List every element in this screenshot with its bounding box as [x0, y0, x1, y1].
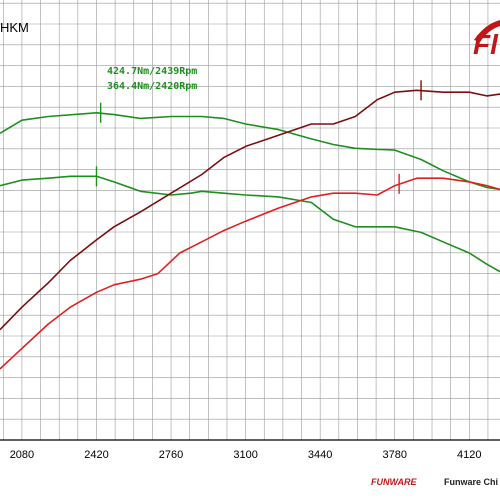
x-tick-labels: 2080 2420 2760 3100 3440 3780 4120: [10, 449, 482, 461]
series-line-1: [0, 175, 500, 273]
series-line-2: [0, 89, 500, 331]
x-tick-label-2: 2760: [159, 449, 183, 461]
peak-markers: [95, 80, 422, 194]
x-tick-label-3: 3100: [233, 449, 257, 461]
corner-title: HKM: [0, 20, 29, 35]
brand-swoosh-icon: [474, 20, 500, 42]
x-tick-label-4: 3440: [308, 449, 332, 461]
peak-annotation-1: 364.4Nm/2420Rpm: [107, 81, 197, 92]
x-tick-label-6: 4120: [457, 449, 481, 461]
footer: FUNWARE Funware Chi: [371, 477, 498, 487]
footer-company-text: Funware Chi: [444, 477, 498, 487]
x-tick-label-0: 2080: [10, 449, 34, 461]
peak-annotations: 424.7Nm/2439Rpm 364.4Nm/2420Rpm: [107, 66, 197, 92]
footer-brand-small: FUNWARE: [371, 477, 417, 487]
x-tick-label-5: 3780: [382, 449, 406, 461]
x-tick-label-1: 2420: [84, 449, 108, 461]
series-line-3: [0, 177, 500, 370]
brand-text: Fl: [473, 29, 499, 60]
series-layer: [0, 89, 500, 370]
brand-logo: Fl: [473, 20, 500, 60]
series-line-0: [0, 112, 500, 191]
peak-annotation-0: 424.7Nm/2439Rpm: [107, 66, 197, 77]
